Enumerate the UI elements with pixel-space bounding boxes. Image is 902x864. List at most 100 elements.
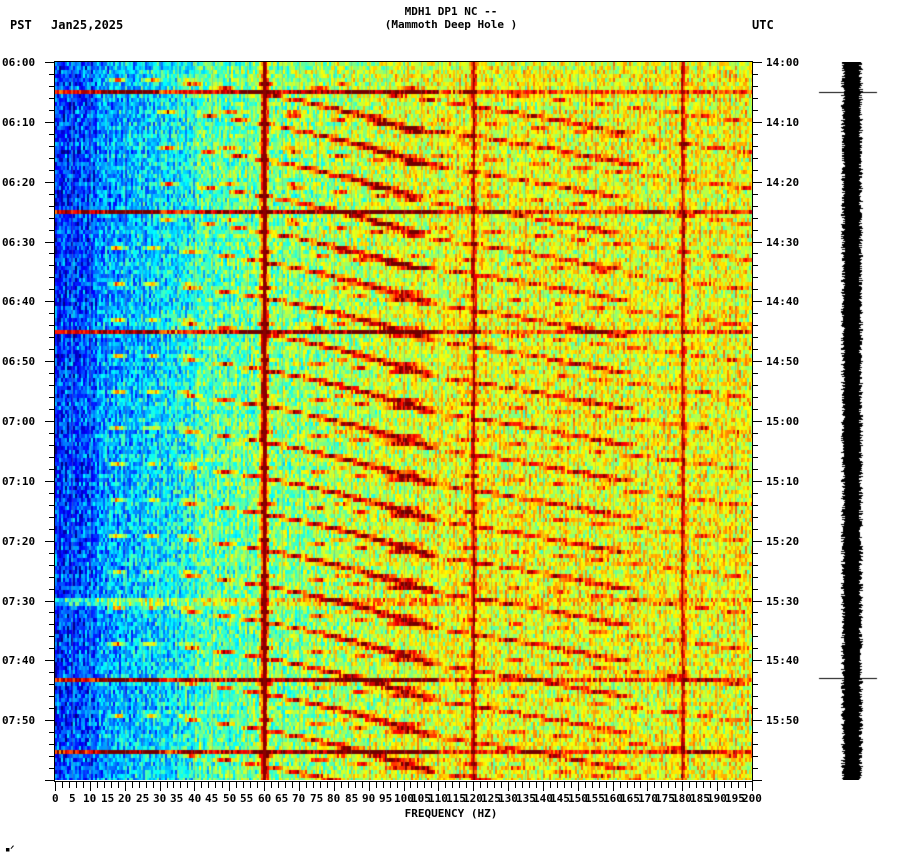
- plot-border-top: [54, 61, 753, 62]
- freq-tick-minor: [132, 781, 133, 788]
- time-label-pst: 06:50: [2, 355, 36, 368]
- freq-tick-minor: [208, 781, 209, 788]
- time-tick-minor-left: [49, 589, 55, 590]
- freq-tick-major: [752, 781, 753, 791]
- freq-tick-minor: [417, 781, 418, 788]
- freq-tick-major: [682, 781, 683, 791]
- time-label-utc: 14:30: [766, 236, 800, 249]
- time-tick-minor-right: [752, 158, 758, 159]
- time-tick-major-left: [45, 541, 55, 542]
- time-tick-minor-left: [49, 529, 55, 530]
- freq-label: 185: [690, 792, 710, 805]
- time-tick-minor-right: [752, 98, 758, 99]
- time-tick-minor-left: [49, 313, 55, 314]
- time-tick-major-left: [45, 62, 55, 63]
- time-tick-minor-right: [752, 289, 758, 290]
- freq-label: 90: [362, 792, 376, 805]
- spectrogram-plot[interactable]: [55, 62, 752, 780]
- freq-label: 165: [620, 792, 640, 805]
- freq-tick-minor: [606, 781, 607, 788]
- freq-label: 110: [428, 792, 448, 805]
- freq-tick-major: [369, 781, 370, 791]
- freq-tick-major: [55, 781, 56, 791]
- freq-label: 160: [603, 792, 623, 805]
- time-tick-minor-right: [752, 397, 758, 398]
- freq-tick-minor: [97, 781, 98, 788]
- freq-tick-minor: [118, 781, 119, 788]
- freq-tick-minor: [571, 781, 572, 788]
- time-tick-minor-left: [49, 230, 55, 231]
- time-tick-minor-left: [49, 505, 55, 506]
- freq-label: 80: [327, 792, 341, 805]
- time-tick-minor-left: [49, 158, 55, 159]
- time-tick-minor-left: [49, 565, 55, 566]
- page-title: MDH1 DP1 NC --: [404, 5, 498, 18]
- time-tick-minor-right: [752, 265, 758, 266]
- freq-tick-minor: [76, 781, 77, 788]
- freq-tick-minor: [522, 781, 523, 788]
- time-tick-minor-left: [49, 768, 55, 769]
- time-tick-minor-left: [49, 349, 55, 350]
- time-tick-minor-left: [49, 337, 55, 338]
- freq-label: 200: [742, 792, 762, 805]
- time-label-utc: 14:20: [766, 176, 800, 189]
- time-label-pst: 07:20: [2, 535, 36, 548]
- freq-label: 0: [52, 792, 59, 805]
- freq-tick-major: [438, 781, 439, 791]
- time-tick-major-right: [752, 601, 762, 602]
- freq-tick-minor: [173, 781, 174, 788]
- time-label-utc: 15:40: [766, 654, 800, 667]
- freq-tick-minor: [431, 781, 432, 788]
- time-tick-major-right: [752, 242, 762, 243]
- freq-label: 30: [153, 792, 167, 805]
- time-tick-minor-left: [49, 110, 55, 111]
- freq-tick-major: [90, 781, 91, 791]
- time-tick-major-left: [45, 301, 55, 302]
- time-tick-minor-left: [49, 624, 55, 625]
- freq-tick-minor: [459, 781, 460, 788]
- time-tick-minor-right: [752, 577, 758, 578]
- time-label-pst: 07:40: [2, 654, 36, 667]
- freq-tick-major: [160, 781, 161, 791]
- time-tick-major-right: [752, 182, 762, 183]
- time-tick-minor-right: [752, 74, 758, 75]
- time-label-utc: 14:10: [766, 116, 800, 129]
- freq-label: 180: [672, 792, 692, 805]
- time-tick-minor-right: [752, 349, 758, 350]
- freq-tick-minor: [390, 781, 391, 788]
- time-tick-minor-right: [752, 732, 758, 733]
- freq-tick-minor: [494, 781, 495, 788]
- freq-tick-minor: [383, 781, 384, 788]
- freq-tick-minor: [104, 781, 105, 788]
- time-tick-minor-right: [752, 146, 758, 147]
- freq-tick-minor: [585, 781, 586, 788]
- time-tick-major-left: [45, 660, 55, 661]
- time-label-pst: 06:30: [2, 236, 36, 249]
- freq-tick-minor: [306, 781, 307, 788]
- freq-label: 75: [310, 792, 324, 805]
- freq-label: 25: [136, 792, 150, 805]
- freq-tick-minor: [111, 781, 112, 788]
- freq-tick-minor: [278, 781, 279, 788]
- time-tick-major-left: [45, 361, 55, 362]
- freq-label: 85: [345, 792, 359, 805]
- time-label-pst: 06:00: [2, 56, 36, 69]
- time-tick-minor-left: [49, 373, 55, 374]
- freq-tick-major: [264, 781, 265, 791]
- freq-tick-minor: [480, 781, 481, 788]
- freq-label: 135: [516, 792, 536, 805]
- time-tick-minor-right: [752, 445, 758, 446]
- freq-label: 175: [655, 792, 675, 805]
- time-tick-major-left: [45, 720, 55, 721]
- freq-tick-minor: [529, 781, 530, 788]
- spectrogram-canvas: [55, 62, 752, 780]
- freq-tick-minor: [515, 781, 516, 788]
- timezone-label-right: UTC: [752, 18, 774, 32]
- time-tick-minor-right: [752, 517, 758, 518]
- time-tick-minor-right: [752, 624, 758, 625]
- seismogram-trace: [815, 62, 895, 780]
- time-tick-major-right: [752, 720, 762, 721]
- freq-label: 120: [463, 792, 483, 805]
- time-label-utc: 15:30: [766, 595, 800, 608]
- time-tick-minor-left: [49, 457, 55, 458]
